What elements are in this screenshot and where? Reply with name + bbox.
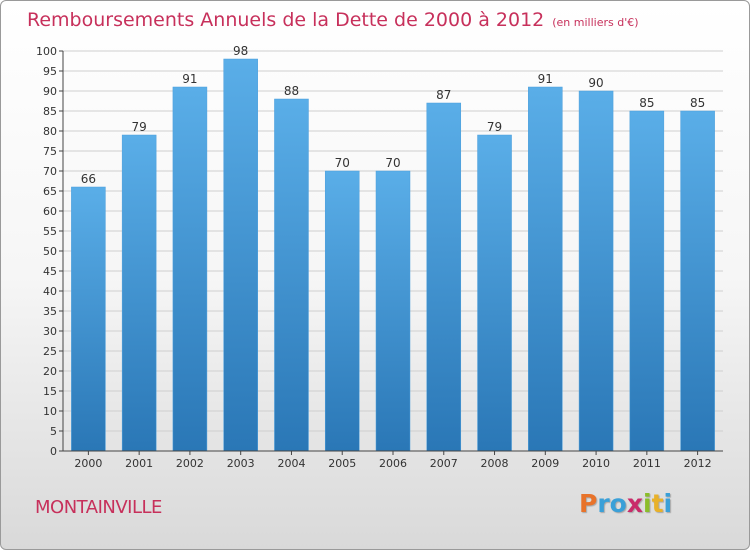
x-tick-label-2003: 2003 xyxy=(227,457,255,470)
bar-2004 xyxy=(274,98,309,452)
y-tick-label: 90 xyxy=(43,85,57,98)
data-label-2002: 91 xyxy=(182,72,197,86)
logo-letter: x xyxy=(626,489,643,518)
y-tick-label: 40 xyxy=(43,285,57,298)
y-tick-label: 15 xyxy=(43,385,57,398)
bar-2003 xyxy=(223,58,258,452)
data-label-2000: 66 xyxy=(81,172,96,186)
y-tick-label: 20 xyxy=(43,365,57,378)
logo-letter: r xyxy=(597,489,610,518)
y-tick-label: 30 xyxy=(43,325,57,338)
x-tick-label-2011: 2011 xyxy=(633,457,661,470)
logo-letter: i xyxy=(643,489,652,518)
bar-2007 xyxy=(426,102,462,452)
chart-unit: (en milliers d'€) xyxy=(552,16,639,29)
bar-2001 xyxy=(121,134,157,452)
x-tick-label-2012: 2012 xyxy=(684,457,712,470)
x-tick-label-2010: 2010 xyxy=(582,457,610,470)
logo-letter: t xyxy=(651,489,664,518)
x-tick-label-2009: 2009 xyxy=(531,457,559,470)
x-tick-label-2000: 2000 xyxy=(74,457,102,470)
x-tick-label-2005: 2005 xyxy=(328,457,356,470)
data-label-2006: 70 xyxy=(385,156,400,170)
y-tick-label: 70 xyxy=(43,165,57,178)
y-tick-label: 10 xyxy=(43,405,57,418)
data-label-2005: 70 xyxy=(335,156,350,170)
data-label-2001: 79 xyxy=(132,120,147,134)
city-name: MONTAINVILLE xyxy=(35,497,162,518)
bar-2009 xyxy=(528,86,563,452)
data-label-2010: 90 xyxy=(588,76,603,90)
bar-2006 xyxy=(375,170,411,452)
y-tick-label: 45 xyxy=(43,265,57,278)
y-tick-label: 80 xyxy=(43,125,57,138)
y-tick-label: 35 xyxy=(43,305,57,318)
bar-2005 xyxy=(324,170,360,452)
proxiti-logo[interactable]: Proxiti xyxy=(579,489,672,518)
logo-letter: P xyxy=(579,489,598,518)
chart-title-text: Remboursements Annuels de la Dette de 20… xyxy=(27,9,545,31)
data-label-2011: 85 xyxy=(639,96,654,110)
x-tick-label-2007: 2007 xyxy=(430,457,458,470)
y-tick-label: 55 xyxy=(43,225,57,238)
axes: 0 5 10 15 20 25 30 35 40 45 50 55 60 65 70 75 80 85 90 95 10… xyxy=(36,45,723,470)
bar-2002 xyxy=(172,86,208,452)
y-tick-label: 60 xyxy=(43,205,57,218)
y-tick-label: 75 xyxy=(43,145,57,158)
x-tick-label-2008: 2008 xyxy=(481,457,509,470)
y-tick-label: 50 xyxy=(43,245,57,258)
bar-2008 xyxy=(477,134,512,452)
y-tick-label: 95 xyxy=(43,65,57,78)
bars: 66 79 91 98 88 70 70 87 79 91 90 85 85 xyxy=(71,44,715,452)
bar-2011 xyxy=(629,110,665,452)
logo-letter: o xyxy=(609,489,627,518)
bar-2012 xyxy=(680,110,715,452)
y-tick-label: 65 xyxy=(43,185,57,198)
data-label-2003: 98 xyxy=(233,44,248,58)
y-tick-label: 5 xyxy=(50,425,57,438)
chart-title: Remboursements Annuels de la Dette de 20… xyxy=(27,9,639,31)
logo-letter: i xyxy=(663,489,673,518)
y-tick-label: 100 xyxy=(36,45,57,58)
y-tick-label: 0 xyxy=(50,445,57,458)
bar-2010 xyxy=(578,90,614,452)
x-tick-label-2006: 2006 xyxy=(379,457,407,470)
y-tick-label: 25 xyxy=(43,345,57,358)
bar-2000 xyxy=(71,186,106,452)
data-label-2007: 87 xyxy=(436,88,451,102)
data-label-2009: 91 xyxy=(538,72,553,86)
y-tick-label: 85 xyxy=(43,105,57,118)
x-tick-label-2002: 2002 xyxy=(176,457,204,470)
data-label-2004: 88 xyxy=(284,84,299,98)
x-tick-label-2001: 2001 xyxy=(125,457,153,470)
x-tick-label-2004: 2004 xyxy=(277,457,305,470)
data-label-2012: 85 xyxy=(690,96,705,110)
data-label-2008: 79 xyxy=(487,120,502,134)
